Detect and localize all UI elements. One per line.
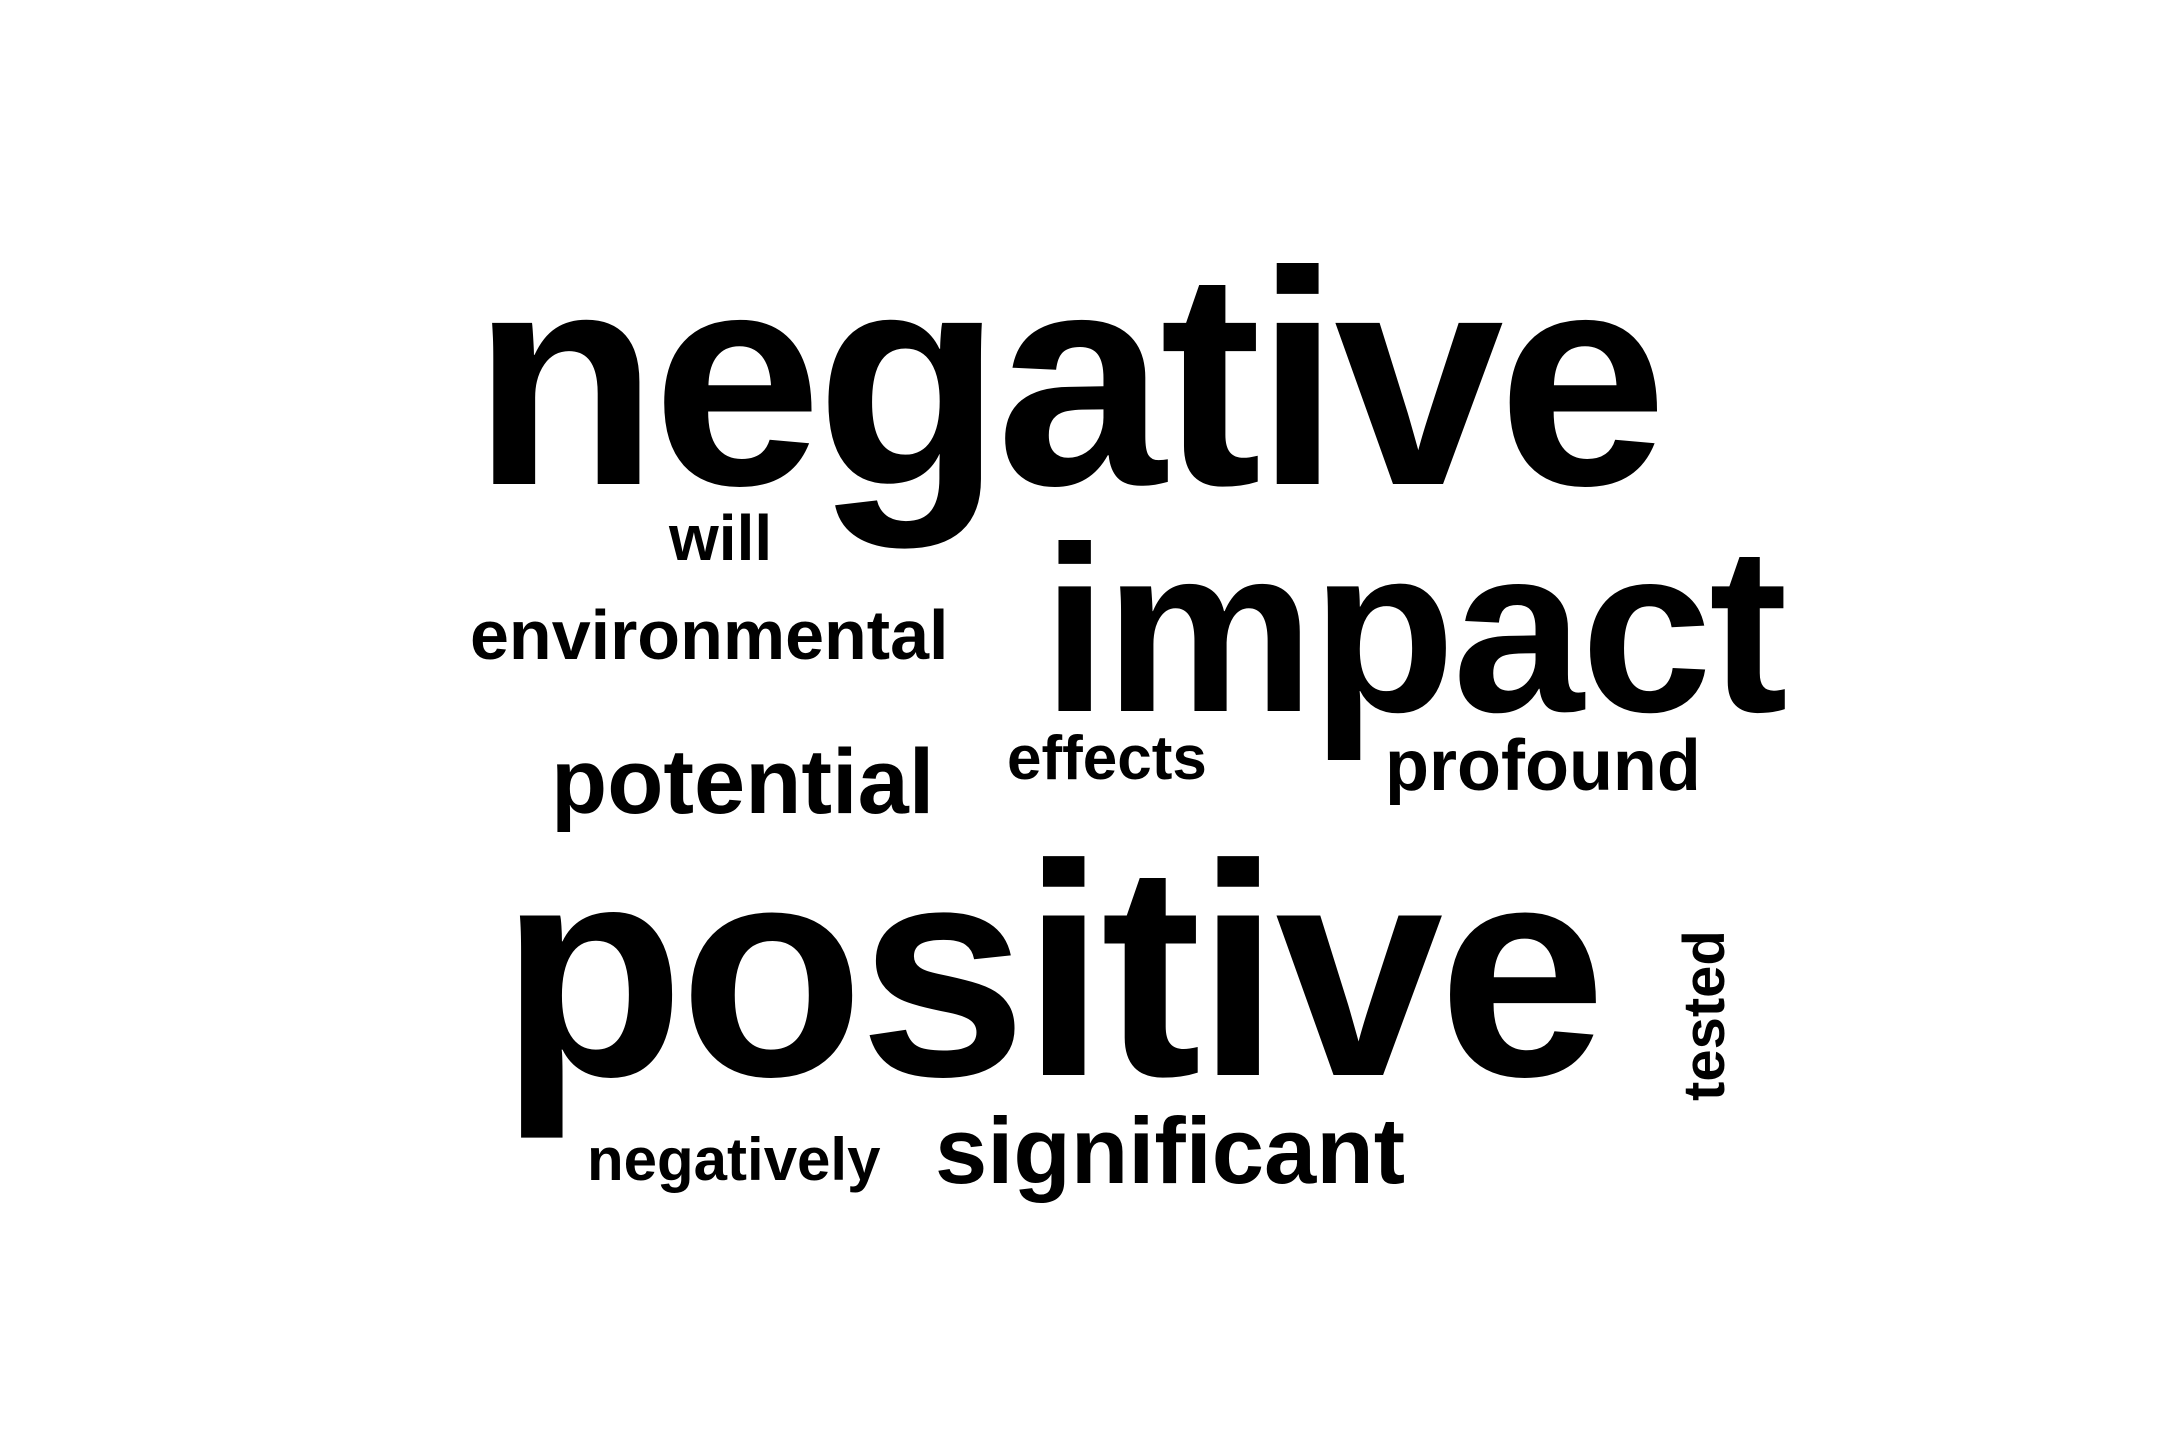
word-potential: potential	[551, 731, 935, 833]
word-significant: significant	[935, 1098, 1406, 1203]
word-positive: positive	[500, 802, 1606, 1139]
word-environmental: environmental	[470, 596, 949, 674]
word-negatively: negatively	[587, 1126, 881, 1193]
word-negative: negative	[472, 208, 1667, 549]
word-tested: tested	[1672, 930, 1737, 1101]
word-impact: impact	[1042, 498, 1788, 762]
word-effects: effects	[1007, 724, 1207, 793]
word-profound: profound	[1385, 726, 1701, 806]
word-will: will	[669, 502, 773, 574]
